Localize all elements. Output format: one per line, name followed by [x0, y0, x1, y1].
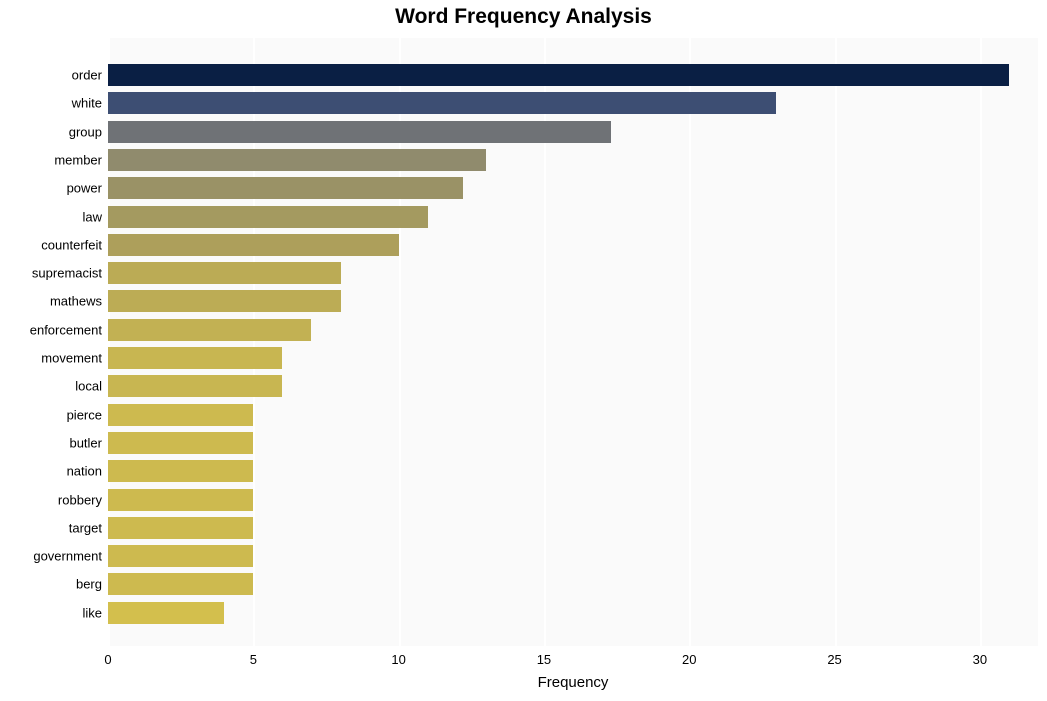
bar	[108, 489, 253, 511]
y-tick-label: pierce	[2, 407, 102, 422]
y-tick-label: law	[2, 209, 102, 224]
bar	[108, 262, 341, 284]
y-tick-label: like	[2, 605, 102, 620]
y-tick-label: power	[2, 181, 102, 196]
y-tick-label: mathews	[2, 294, 102, 309]
bar	[108, 347, 282, 369]
y-tick-label: white	[2, 96, 102, 111]
grid-line	[689, 38, 691, 646]
chart-title: Word Frequency Analysis	[0, 5, 1047, 29]
bar	[108, 432, 253, 454]
bar	[108, 149, 486, 171]
bar	[108, 545, 253, 567]
y-tick-label: butler	[2, 435, 102, 450]
y-tick-label: enforcement	[2, 322, 102, 337]
bar	[108, 573, 253, 595]
y-axis-labels: order white group member power law counterfeit…	[0, 38, 102, 646]
bar	[108, 92, 776, 114]
y-tick-label: government	[2, 549, 102, 564]
y-tick-label: robbery	[2, 492, 102, 507]
bar	[108, 121, 611, 143]
y-tick-label: counterfeit	[2, 237, 102, 252]
x-tick-label: 10	[391, 652, 405, 667]
bar	[108, 602, 224, 624]
x-tick-label: 5	[250, 652, 257, 667]
x-axis-title: Frequency	[108, 674, 1038, 691]
bar	[108, 290, 341, 312]
bar	[108, 64, 1009, 86]
word-frequency-chart: Word Frequency Analysis order white group m…	[0, 0, 1047, 701]
x-tick-label: 0	[104, 652, 111, 667]
bar	[108, 460, 253, 482]
bar	[108, 375, 282, 397]
x-tick-label: 30	[973, 652, 987, 667]
y-tick-label: order	[2, 68, 102, 83]
x-tick-label: 25	[827, 652, 841, 667]
bar	[108, 234, 399, 256]
bar	[108, 177, 463, 199]
y-tick-label: target	[2, 520, 102, 535]
y-tick-label: nation	[2, 464, 102, 479]
bar	[108, 319, 311, 341]
grid-line	[835, 38, 837, 646]
bar	[108, 517, 253, 539]
y-tick-label: local	[2, 379, 102, 394]
y-tick-label: movement	[2, 351, 102, 366]
y-tick-label: group	[2, 124, 102, 139]
y-tick-label: berg	[2, 577, 102, 592]
y-tick-label: member	[2, 152, 102, 167]
bar	[108, 404, 253, 426]
x-tick-label: 20	[682, 652, 696, 667]
grid-line	[980, 38, 982, 646]
bar	[108, 206, 428, 228]
x-tick-label: 15	[537, 652, 551, 667]
plot-area	[108, 38, 1038, 646]
y-tick-label: supremacist	[2, 266, 102, 281]
